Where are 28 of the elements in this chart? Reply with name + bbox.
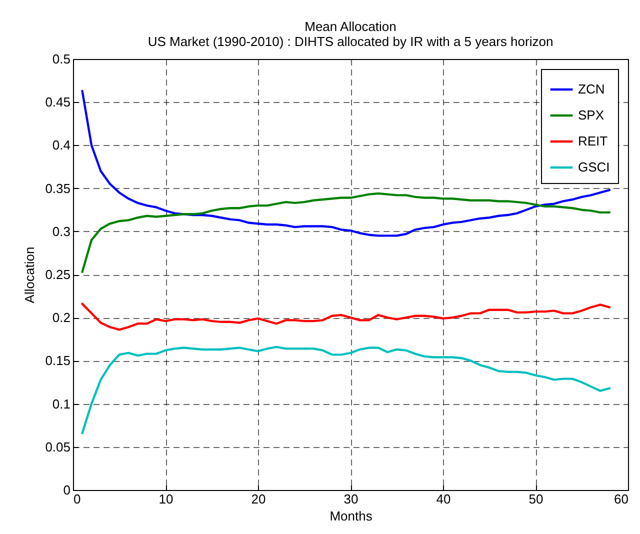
x-tick-label: 40 bbox=[436, 492, 451, 506]
y-tick-label: 0.05 bbox=[45, 439, 70, 454]
y-tick-label: 0.3 bbox=[52, 224, 70, 239]
x-axis-title: Months bbox=[330, 508, 373, 524]
y-tick-label: 0.1 bbox=[52, 396, 70, 412]
legend-label: REIT bbox=[578, 134, 608, 148]
x-tick-label: 0 bbox=[74, 492, 81, 506]
y-tick-label: 0.45 bbox=[45, 94, 70, 110]
x-tick-label: 60 bbox=[614, 492, 628, 506]
y-tick-label: 0.4 bbox=[52, 138, 70, 153]
chart-title: Mean Allocation bbox=[304, 19, 396, 34]
y-axis-title: Allocation bbox=[22, 246, 38, 304]
legend-label: SPX bbox=[578, 108, 604, 122]
x-tick-label: 10 bbox=[158, 492, 174, 506]
y-tick-label: 0.35 bbox=[45, 180, 70, 196]
line-series bbox=[81, 302, 611, 331]
y-tick-label: 0.25 bbox=[45, 267, 70, 282]
line-series bbox=[81, 192, 611, 274]
line-series bbox=[81, 346, 611, 434]
legend-label: ZCN bbox=[578, 82, 605, 96]
y-tick-label: 0.2 bbox=[52, 310, 70, 326]
chart-subtitle: US Market (1990-2010) : DIHTS allocated by IR with a 5 years horizon bbox=[148, 34, 554, 49]
y-tick-label: 0.15 bbox=[45, 353, 70, 368]
x-tick-label: 50 bbox=[528, 492, 544, 506]
x-tick-label: 30 bbox=[344, 492, 358, 506]
x-tick-label: 20 bbox=[251, 492, 266, 506]
legend-label: GSCI bbox=[578, 160, 610, 174]
y-tick-label: 0.5 bbox=[52, 52, 70, 66]
